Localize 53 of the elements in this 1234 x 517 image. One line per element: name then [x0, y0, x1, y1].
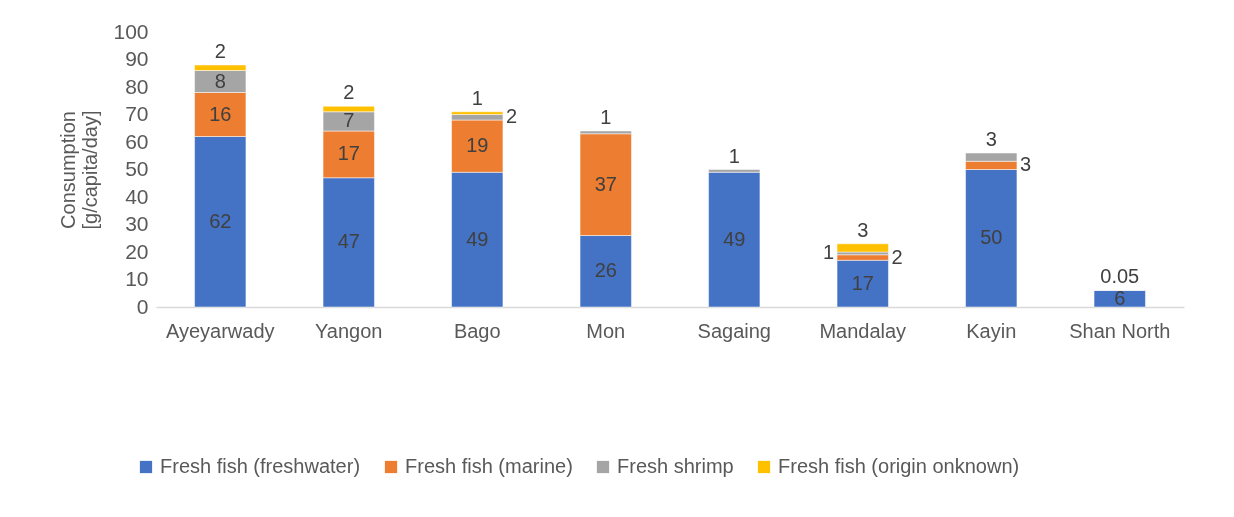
data-label: 7 — [343, 109, 355, 132]
y-tick-label: 30 — [125, 212, 149, 235]
x-tick-label: Ayeyarwady — [165, 319, 275, 342]
data-label: 1 — [471, 86, 483, 109]
data-label: 3 — [857, 218, 869, 241]
data-label: 49 — [723, 227, 746, 250]
data-label: 50 — [980, 226, 1003, 249]
x-tick-label: Mandalay — [819, 319, 907, 342]
y-axis-title: Consumption [g/capita/day] — [57, 110, 102, 230]
data-label: 2 — [891, 245, 903, 268]
data-label: 17 — [851, 271, 874, 294]
y-tick-label: 90 — [125, 47, 149, 70]
data-label: 2 — [343, 81, 355, 104]
data-label: 2 — [214, 40, 226, 62]
legend-label: Fresh fish (origin onknown) — [778, 455, 1020, 477]
data-label: 19 — [466, 134, 489, 157]
data-label: 1 — [822, 241, 835, 264]
data-label: 47 — [337, 230, 360, 253]
x-tick-label: Shan North — [1069, 319, 1171, 342]
bar — [708, 172, 761, 308]
data-label: 0.05 — [1100, 265, 1140, 288]
data-label: 37 — [594, 172, 617, 195]
x-tick-label: Kayin — [966, 319, 1017, 342]
data-label: 2 — [505, 105, 518, 128]
x-tick-label: Bago — [453, 319, 501, 342]
y-tick-label: 20 — [125, 239, 149, 263]
data-label: 3 — [985, 128, 997, 150]
data-label: 3 — [1019, 153, 1032, 176]
y-tick-label: 50 — [125, 157, 149, 180]
data-label: 1 — [728, 144, 740, 167]
y-tick-label: 0 — [136, 294, 149, 318]
y-tick-label: 40 — [125, 184, 149, 208]
x-tick-label: Sagaing — [697, 319, 771, 342]
data-label: 8 — [214, 69, 226, 92]
data-label: 16 — [209, 102, 232, 125]
y-tick-label: 60 — [125, 129, 149, 153]
x-tick-label: Yangon — [315, 319, 383, 342]
data-label: 26 — [594, 259, 617, 282]
data-label: 49 — [466, 227, 489, 250]
legend-label: Fresh fish (freshwater) — [160, 455, 361, 477]
x-tick-label: Mon — [586, 319, 626, 342]
y-tick-label: 10 — [125, 267, 149, 290]
y-tick-label: 100 — [113, 19, 149, 43]
y-tick-label: 70 — [125, 102, 149, 125]
data-label: 6 — [1114, 286, 1126, 309]
data-label: 17 — [337, 142, 360, 165]
data-label: 1 — [600, 106, 612, 128]
legend-label: Fresh fish (marine) — [405, 455, 573, 477]
data-label: 62 — [209, 209, 232, 232]
bar — [836, 243, 889, 253]
bar — [1093, 290, 1146, 308]
y-tick-label: 80 — [125, 74, 149, 98]
legend-label: Fresh shrimp — [617, 455, 734, 477]
